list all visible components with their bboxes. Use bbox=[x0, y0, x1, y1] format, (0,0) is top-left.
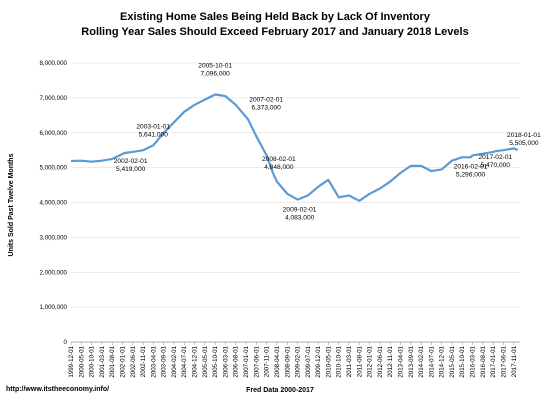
x-tick-label: 1999-12-01 bbox=[68, 345, 75, 377]
x-tick-label: 2004-02-01 bbox=[171, 345, 178, 377]
x-tick-label: 2014-07-01 bbox=[428, 345, 435, 377]
x-tick-label: 2011-08-01 bbox=[356, 345, 363, 377]
x-tick-label: 2009-12-01 bbox=[315, 345, 322, 377]
x-tick-label: 2017-06-01 bbox=[500, 345, 507, 377]
x-tick-label: 2015-05-01 bbox=[449, 345, 456, 377]
data-label-value: 5,641,000 bbox=[139, 131, 169, 138]
x-tick-label: 2017-11-01 bbox=[511, 345, 518, 377]
data-label-value: 5,419,000 bbox=[116, 166, 146, 173]
x-tick-label: 2016-03-01 bbox=[470, 345, 477, 377]
x-tick-label: 2001-03-01 bbox=[99, 345, 106, 377]
chart-title: Existing Home Sales Being Held Back by L… bbox=[120, 11, 431, 23]
data-label-value: 5,296,000 bbox=[456, 171, 486, 178]
x-tick-label: 2004-12-01 bbox=[192, 345, 199, 377]
y-tick-label: 1,000,000 bbox=[39, 304, 67, 311]
x-tick-label: 2012-06-01 bbox=[377, 345, 384, 377]
source-url: http://www.itstheeconomy.info/ bbox=[6, 386, 110, 393]
x-tick-label: 2006-03-01 bbox=[222, 345, 229, 377]
x-tick-label: 2017-01-01 bbox=[490, 345, 497, 377]
x-tick-label: 2014-12-01 bbox=[439, 345, 446, 377]
data-label-date: 2017-02-01 bbox=[478, 154, 512, 161]
x-tick-label: 2002-11-01 bbox=[140, 345, 147, 377]
chart-subtitle: Rolling Year Sales Should Exceed Februar… bbox=[81, 26, 468, 38]
data-label-value: 4,083,000 bbox=[285, 215, 315, 222]
data-labels: 2002-02-015,419,000 2003-01-015,641,000 20… bbox=[114, 63, 541, 222]
data-label-date: 2003-01-01 bbox=[136, 123, 170, 130]
x-tick-label: 2002-01-01 bbox=[120, 345, 127, 377]
data-label-date: 2009-02-01 bbox=[283, 207, 317, 214]
x-tick-label: 2007-06-01 bbox=[253, 345, 260, 377]
data-label-date: 2008-02-01 bbox=[262, 156, 296, 163]
x-tick-label: 2003-09-01 bbox=[161, 345, 168, 377]
x-tick-label: 2000-10-01 bbox=[89, 345, 96, 377]
data-label-date: 2007-02-01 bbox=[249, 97, 283, 104]
x-tick-label: 2013-09-01 bbox=[408, 345, 415, 377]
data-label-value: 5,470,000 bbox=[481, 162, 511, 169]
data-label-value: 6,373,000 bbox=[252, 105, 282, 112]
x-tick-label: 2005-10-01 bbox=[212, 345, 219, 377]
y-tick-label: 3,000,000 bbox=[39, 234, 67, 241]
x-tick-label: 2004-07-01 bbox=[181, 345, 188, 377]
y-tick-label: 8,000,000 bbox=[39, 60, 67, 67]
x-tick-label: 2014-02-01 bbox=[418, 345, 425, 377]
data-label-date: 2018-01-01 bbox=[507, 132, 541, 139]
y-axis-label: Units Sold Past Twelve Months bbox=[8, 153, 15, 256]
x-tick-label: 2010-10-01 bbox=[336, 345, 343, 377]
x-tick-label: 2007-11-01 bbox=[264, 345, 271, 377]
x-tick-label: 2002-06-01 bbox=[130, 345, 137, 377]
x-tick-label: 2005-05-01 bbox=[202, 345, 209, 377]
x-axis-label: Fred Data 2000-2017 bbox=[246, 387, 314, 394]
y-tick-label: 7,000,000 bbox=[39, 95, 67, 102]
y-tick-label: 5,000,000 bbox=[39, 165, 67, 172]
data-label-date: 2016-02-01 bbox=[454, 163, 488, 170]
x-tick-label: 2006-08-01 bbox=[233, 345, 240, 377]
x-tick-label: 2015-10-01 bbox=[459, 345, 466, 377]
x-tick-label: 2008-04-01 bbox=[274, 345, 281, 377]
x-tick-label: 2003-04-01 bbox=[150, 345, 157, 377]
x-tick-label: 2008-09-01 bbox=[284, 345, 291, 377]
gridlines bbox=[71, 62, 520, 343]
y-tick-label: 2,000,000 bbox=[39, 269, 67, 276]
x-tick-label: 2001-08-01 bbox=[109, 345, 116, 377]
series-line bbox=[70, 93, 519, 202]
data-label-date: 2002-02-01 bbox=[114, 158, 148, 165]
x-tick-label: 2007-01-01 bbox=[243, 345, 250, 377]
data-label-value: 5,505,000 bbox=[509, 140, 539, 147]
y-tick-label: 4,000,000 bbox=[39, 200, 67, 207]
x-tick-label: 2000-05-01 bbox=[78, 345, 85, 377]
data-label-value: 4,848,000 bbox=[264, 164, 294, 171]
data-label-date: 2005-10-01 bbox=[198, 63, 232, 70]
x-tick-label: 2011-03-01 bbox=[346, 345, 353, 377]
x-tick-label: 2012-01-01 bbox=[367, 345, 374, 377]
data-label-value: 7,096,000 bbox=[200, 71, 230, 78]
x-tick-label: 2009-02-01 bbox=[295, 345, 302, 377]
y-tick-label: 6,000,000 bbox=[39, 130, 67, 137]
y-tick-labels: 0 1,000,000 2,000,000 3,000,000 4,000,000 5,0… bbox=[39, 60, 67, 346]
x-tick-label: 2012-11-01 bbox=[387, 345, 394, 377]
x-tick-label: 2013-04-01 bbox=[397, 345, 404, 377]
y-tick-label: 0 bbox=[64, 339, 68, 346]
x-tick-label: 2010-05-01 bbox=[325, 345, 332, 377]
x-tick-label: 2009-07-01 bbox=[305, 345, 312, 377]
x-tick-label: 2016-08-01 bbox=[480, 345, 487, 377]
x-tick-labels: 1999-12-01 2000-05-01 2000-10-01 2001-03-01… bbox=[68, 342, 518, 378]
